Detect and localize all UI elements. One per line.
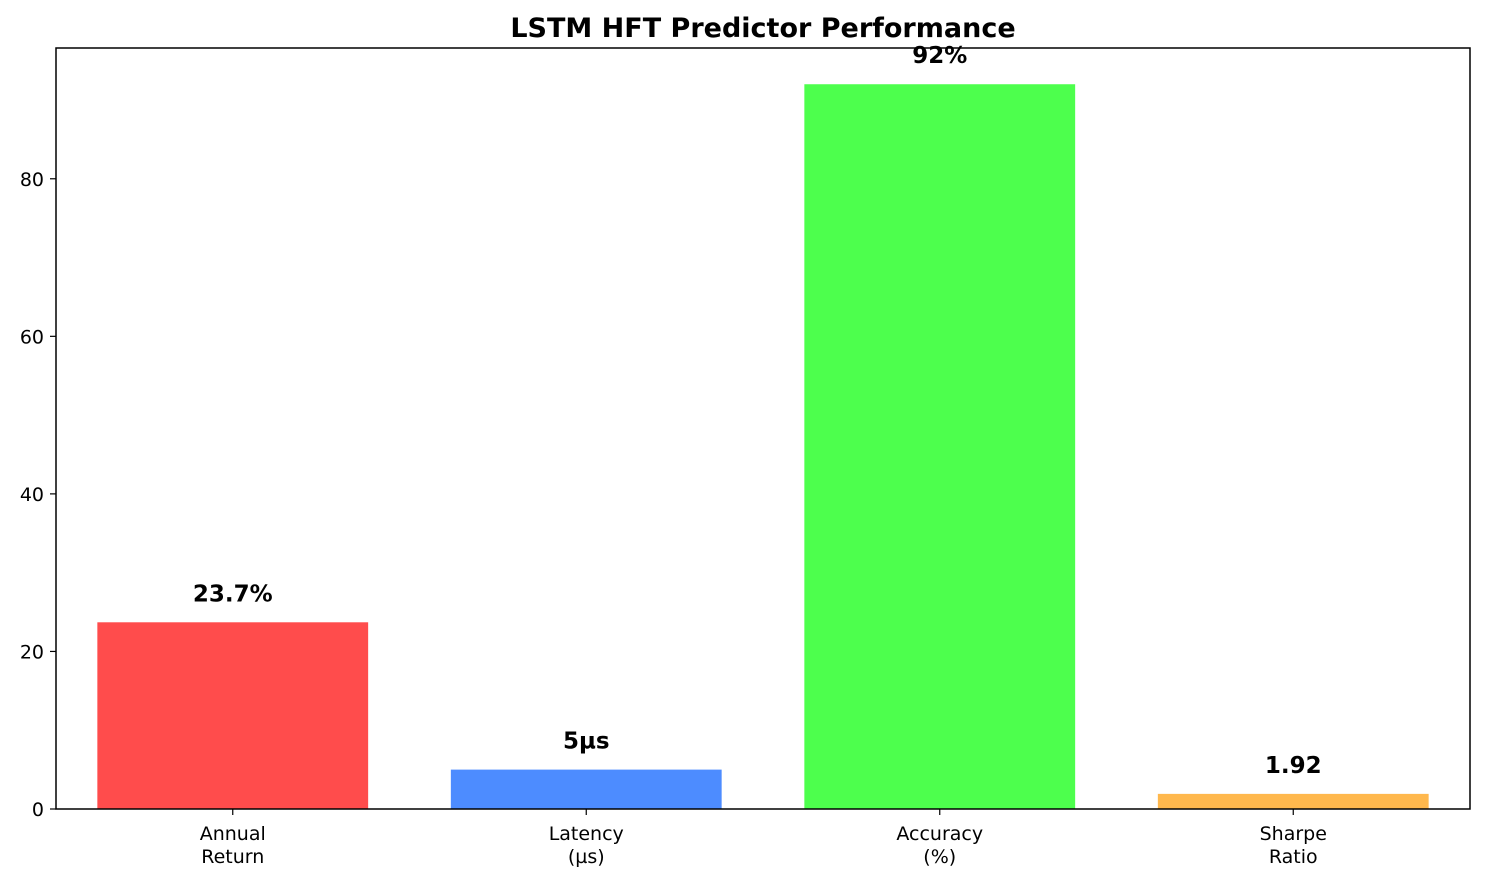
bar-value-label: 1.92	[1265, 753, 1322, 779]
plot-frame	[55, 47, 1471, 810]
data-labels-group: 23.7% 5µs 92% 1.92	[193, 43, 1322, 779]
bar	[450, 769, 722, 809]
y-tick-label: 60	[20, 326, 44, 348]
bars-group	[97, 84, 1429, 809]
bar	[97, 622, 369, 809]
y-tick-label: 40	[20, 484, 44, 506]
bar-value-label: 92%	[912, 43, 967, 69]
bar	[804, 84, 1076, 809]
x-tick-label: Sharpe	[1260, 823, 1327, 845]
y-axis: 0 20 40 60 80	[20, 169, 56, 821]
bar	[1157, 793, 1429, 809]
chart-title: LSTM HFT Predictor Performance	[510, 13, 1015, 44]
y-tick-label: 0	[32, 799, 44, 821]
x-tick-label: Return	[201, 846, 264, 868]
x-tick-label: Ratio	[1269, 846, 1318, 868]
x-tick-label: (%)	[923, 846, 956, 868]
x-tick-label: Latency	[549, 823, 624, 845]
bar-value-label: 23.7%	[193, 581, 273, 607]
x-tick-label: Accuracy	[896, 823, 983, 845]
x-tick-label: (µs)	[568, 846, 605, 868]
bar-value-label: 5µs	[563, 729, 610, 755]
x-tick-label: Annual	[200, 823, 266, 845]
y-tick-label: 80	[20, 169, 44, 191]
y-tick-label: 20	[20, 641, 44, 663]
